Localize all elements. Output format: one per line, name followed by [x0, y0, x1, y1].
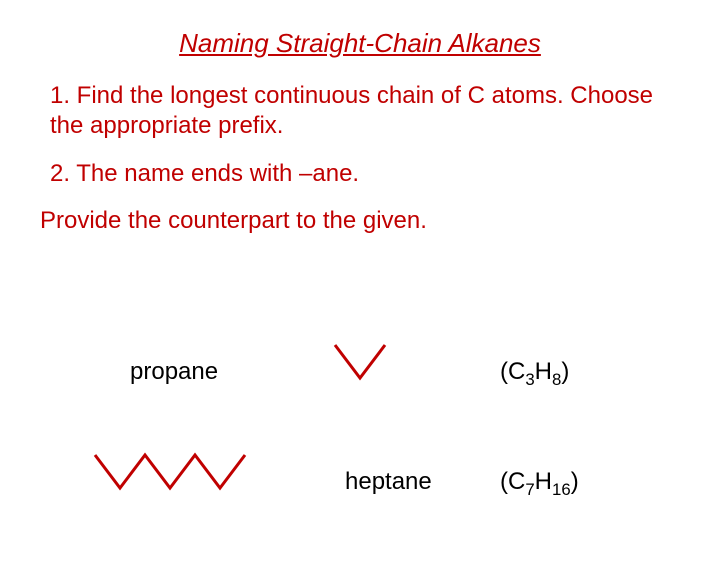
h-symbol: H: [535, 468, 552, 495]
compound-name-heptane: heptane: [345, 468, 432, 496]
c-count: 3: [525, 370, 534, 389]
compound-name-propane: propane: [130, 358, 218, 386]
formula-heptane: (C7H16): [500, 468, 579, 500]
rule-2: 2. The name ends with –ane.: [50, 159, 680, 189]
formula-close: ): [571, 468, 579, 495]
c-count: 7: [525, 480, 534, 499]
formula-open: (C: [500, 468, 525, 495]
instruction-text: Provide the counterpart to the given.: [40, 207, 720, 235]
propane-structure-icon: [330, 340, 390, 384]
h-symbol: H: [535, 358, 552, 385]
h-count: 8: [552, 370, 561, 389]
formula-open: (C: [500, 358, 525, 385]
h-count: 16: [552, 480, 571, 499]
formula-close: ): [561, 358, 569, 385]
page-title: Naming Straight-Chain Alkanes: [0, 28, 720, 59]
heptane-structure-icon: [90, 450, 250, 494]
rule-1: 1. Find the longest continuous chain of …: [50, 81, 680, 141]
formula-propane: (C3H8): [500, 358, 569, 390]
